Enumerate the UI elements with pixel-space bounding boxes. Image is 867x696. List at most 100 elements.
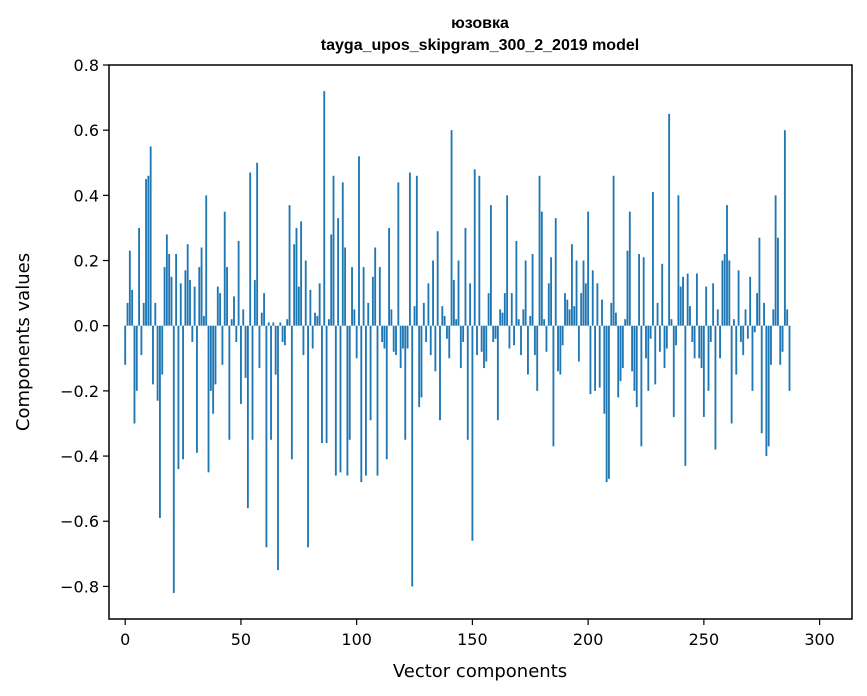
bar — [457, 260, 460, 326]
bar — [591, 270, 594, 326]
bar — [571, 244, 573, 326]
bar — [492, 325, 495, 342]
bar — [480, 325, 483, 352]
bar — [774, 195, 777, 326]
bar — [138, 227, 141, 326]
bar — [624, 319, 627, 326]
bar — [499, 309, 502, 326]
bar — [367, 302, 370, 326]
bar — [404, 325, 407, 440]
y-tick-label: 0.0 — [74, 317, 99, 336]
bar — [587, 211, 590, 326]
bar — [128, 250, 131, 326]
bar — [605, 325, 608, 483]
bar — [161, 325, 164, 375]
bar — [270, 325, 272, 440]
bar — [279, 322, 282, 326]
bar — [334, 325, 337, 476]
bar — [242, 309, 245, 326]
bar — [476, 325, 478, 356]
bar — [746, 325, 749, 339]
bar — [383, 325, 386, 349]
bar — [767, 325, 770, 447]
bar — [763, 302, 765, 326]
bar — [508, 325, 511, 349]
bar — [274, 325, 277, 375]
y-tick-label: 0.6 — [74, 121, 99, 140]
bar — [469, 283, 472, 326]
bar — [679, 286, 682, 326]
bar — [533, 325, 536, 356]
bar — [524, 260, 527, 326]
bar — [168, 254, 171, 326]
bar — [749, 276, 752, 326]
y-tick-label: 0.8 — [74, 56, 99, 75]
bar — [156, 325, 159, 401]
bar — [487, 293, 490, 326]
bar — [219, 293, 222, 326]
bar — [240, 325, 242, 404]
bar — [471, 325, 474, 541]
bar — [193, 286, 196, 326]
bar — [339, 325, 342, 473]
bar — [351, 267, 353, 326]
bar — [626, 250, 629, 326]
bar — [670, 319, 673, 326]
bar — [399, 325, 402, 369]
bar — [302, 325, 305, 356]
bar — [561, 325, 564, 346]
bar — [358, 156, 360, 326]
bar — [434, 325, 437, 372]
bar — [207, 325, 210, 473]
bar — [489, 205, 492, 326]
bar — [237, 240, 240, 326]
bar — [249, 172, 252, 326]
x-tick-label: 300 — [804, 630, 835, 649]
bar — [149, 146, 152, 326]
bar — [543, 319, 546, 326]
bar — [327, 319, 330, 326]
bar — [170, 276, 173, 326]
bar — [462, 325, 465, 342]
bar — [744, 309, 747, 326]
bar — [668, 113, 671, 326]
bar — [550, 257, 553, 326]
bar — [483, 325, 485, 369]
bar — [196, 325, 198, 453]
bar — [580, 293, 583, 326]
bar — [677, 195, 680, 326]
y-tick-label: 0.2 — [74, 252, 99, 271]
y-tick-label: 0.4 — [74, 186, 99, 205]
bar — [753, 325, 756, 333]
bar — [235, 325, 238, 342]
bar — [300, 221, 303, 326]
bar — [189, 280, 191, 326]
bar — [251, 325, 254, 440]
x-tick-label: 0 — [120, 630, 130, 649]
bar — [459, 325, 462, 369]
bar — [408, 172, 411, 326]
y-tick-label: −0.8 — [60, 577, 99, 596]
bar — [353, 309, 356, 326]
bar — [466, 325, 469, 440]
bar — [318, 283, 321, 326]
bar — [376, 325, 379, 476]
bar — [709, 325, 712, 342]
x-tick-label: 100 — [341, 630, 372, 649]
bar — [756, 293, 759, 326]
bar — [290, 325, 293, 460]
bar — [388, 227, 390, 326]
bar — [402, 325, 404, 349]
bar — [496, 325, 499, 421]
bar — [601, 299, 603, 326]
bar — [182, 325, 184, 460]
bar — [365, 325, 367, 476]
bar — [265, 325, 268, 548]
bar — [751, 325, 754, 391]
bar — [140, 325, 143, 356]
bar — [163, 267, 166, 326]
bar — [131, 289, 134, 326]
bar — [381, 325, 384, 342]
y-tick-label: −0.6 — [60, 512, 99, 531]
